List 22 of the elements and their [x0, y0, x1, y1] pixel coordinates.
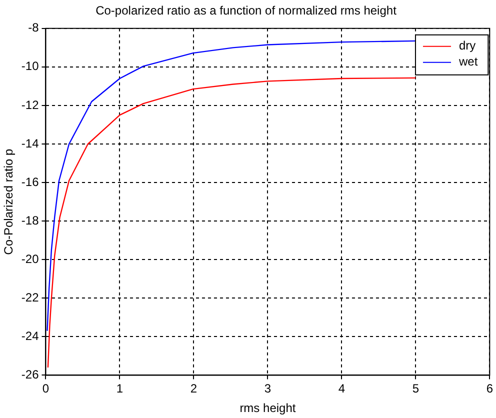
y-tick-label: -22 [21, 290, 40, 304]
x-tick-label: 4 [338, 382, 346, 396]
x-tick-label: 1 [116, 382, 124, 396]
y-tick-label: -26 [21, 368, 40, 382]
x-tick-label: 6 [486, 382, 494, 396]
y-tick-label: -16 [21, 174, 40, 189]
x-axis-title: rms height [240, 401, 296, 416]
x-tick-label: 3 [264, 382, 272, 396]
chart-title: Co-polarized ratio as a function of normalized rms height [96, 4, 398, 18]
legend-label: dry [458, 38, 476, 53]
y-tick-label: -10 [21, 59, 40, 74]
x-tick-label: 2 [190, 382, 198, 396]
y-tick-label: -24 [21, 328, 40, 343]
x-tick-label: 5 [412, 382, 420, 396]
x-tick-label: 0 [42, 382, 50, 396]
y-tick-label: -20 [21, 252, 40, 266]
legend-label: wet [458, 54, 478, 69]
y-axis-title: Co-Polarized ratio p [2, 148, 16, 255]
y-tick-label: -12 [21, 98, 40, 112]
y-tick-label: -8 [28, 20, 40, 35]
y-tick-label: -18 [21, 213, 40, 228]
y-tick-label: -14 [21, 136, 40, 150]
